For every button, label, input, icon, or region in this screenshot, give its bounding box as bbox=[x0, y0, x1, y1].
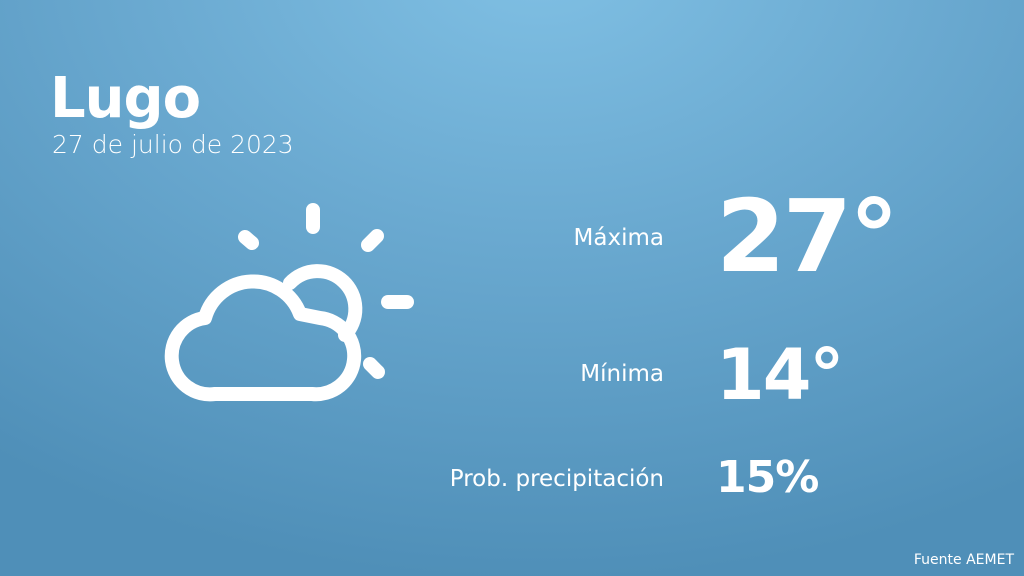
precipitation-probability: 15% bbox=[716, 452, 819, 503]
max-temperature: 27° bbox=[716, 178, 899, 295]
sun-icon bbox=[283, 264, 363, 342]
precipitation-label: Prob. precipitación bbox=[449, 466, 664, 492]
city-name: Lugo bbox=[50, 66, 201, 131]
min-label: Mínima bbox=[580, 361, 664, 387]
max-label: Máxima bbox=[573, 225, 664, 251]
min-temperature: 14° bbox=[716, 334, 844, 416]
forecast-date: 27 de julio de 2023 bbox=[52, 130, 294, 159]
cloud-icon bbox=[164, 274, 362, 402]
data-source: Fuente AEMET bbox=[913, 552, 1014, 568]
